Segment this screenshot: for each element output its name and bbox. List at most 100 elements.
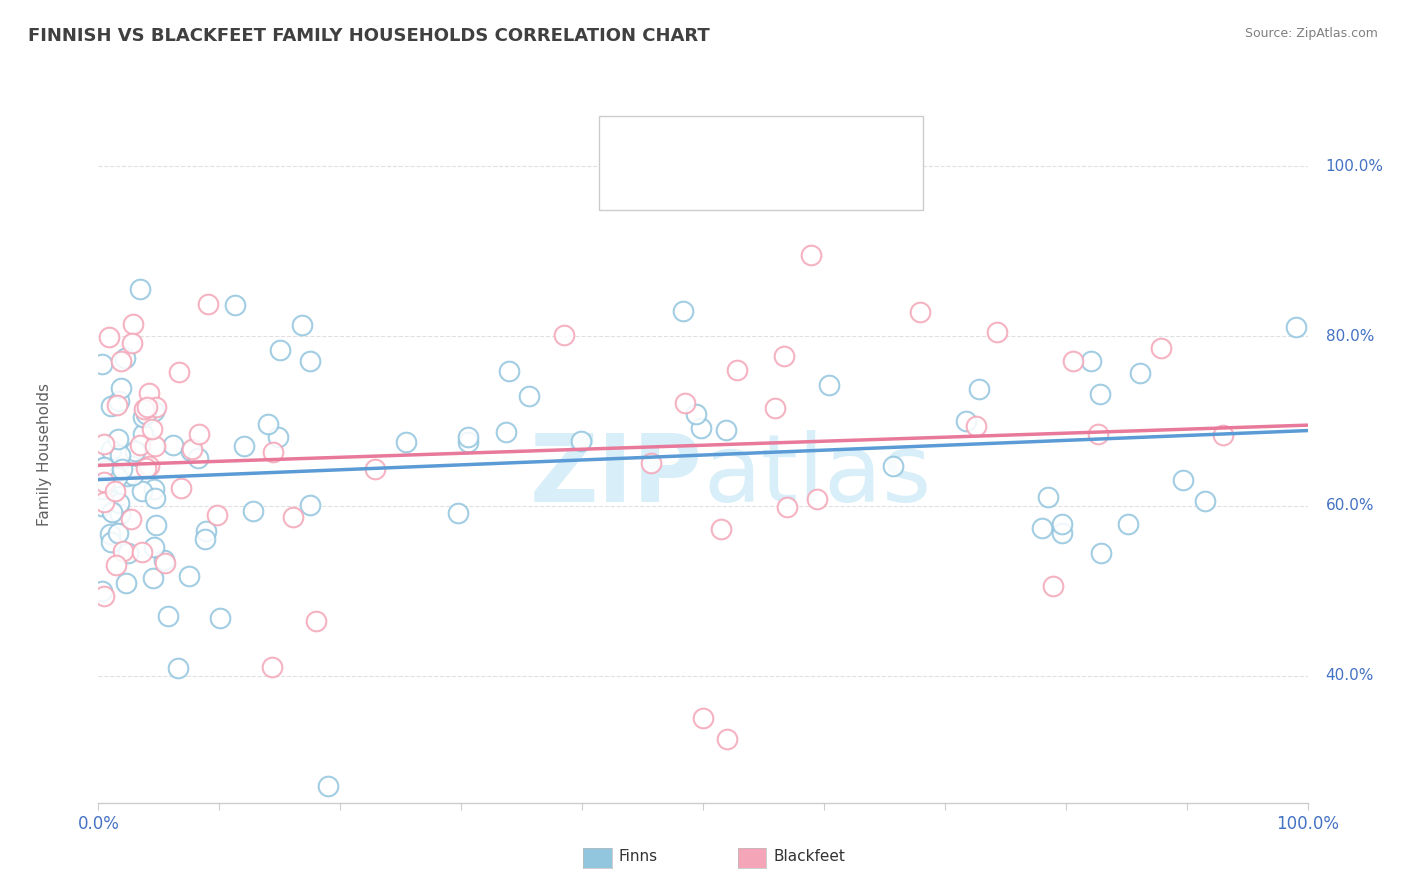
Point (1285, 319, 1308, 334)
Point (772, 349, 794, 363)
Point (716, 732, 738, 747)
Text: Blackfeet: Blackfeet (773, 849, 845, 863)
Point (1087, 426, 1109, 441)
Text: R = 0.306: R = 0.306 (666, 173, 762, 191)
Point (806, 491, 828, 506)
Point (725, 363, 748, 377)
Point (110, 381, 132, 395)
Text: Source: ZipAtlas.com: Source: ZipAtlas.com (1244, 27, 1378, 40)
Point (498, 364, 520, 378)
Point (1129, 366, 1152, 380)
Point (104, 558, 127, 572)
Point (167, 365, 190, 379)
Text: Finns: Finns (619, 849, 658, 863)
Point (112, 544, 135, 558)
Point (180, 444, 202, 458)
Point (145, 400, 167, 414)
Text: ZIP: ZIP (530, 430, 703, 522)
Point (262, 445, 284, 459)
Point (395, 435, 418, 450)
Point (710, 522, 733, 536)
Point (965, 419, 987, 434)
Point (967, 382, 990, 396)
Point (457, 435, 479, 450)
Point (955, 414, 977, 428)
Point (800, 248, 823, 262)
Point (107, 525, 129, 540)
Point (194, 532, 217, 546)
Point (714, 423, 737, 437)
Point (281, 509, 304, 524)
Point (101, 467, 124, 481)
Point (91, 357, 114, 371)
Point (457, 430, 479, 444)
Point (114, 351, 136, 365)
Point (986, 326, 1008, 340)
Point (257, 417, 280, 431)
Point (180, 442, 202, 456)
Point (776, 500, 799, 514)
Point (170, 481, 193, 495)
Point (672, 303, 695, 318)
Point (157, 608, 180, 623)
Point (93, 473, 115, 487)
Point (129, 438, 152, 452)
Point (517, 389, 540, 403)
Point (177, 569, 200, 583)
Point (97, 460, 120, 475)
Point (305, 614, 328, 628)
Point (93, 495, 115, 509)
Point (675, 396, 697, 410)
Point (153, 557, 176, 571)
Point (97, 330, 120, 344)
Point (105, 469, 128, 483)
Point (1080, 354, 1102, 368)
Point (1149, 341, 1171, 355)
Point (134, 460, 156, 475)
Point (141, 422, 163, 436)
Point (689, 420, 711, 434)
Point (97, 490, 120, 504)
Point (298, 354, 321, 368)
Point (117, 546, 139, 560)
Point (818, 378, 841, 392)
Point (93, 475, 115, 489)
Point (1088, 386, 1111, 401)
Point (145, 517, 167, 532)
Point (495, 425, 517, 439)
Point (1031, 521, 1053, 535)
Point (167, 660, 190, 674)
Point (100, 399, 122, 413)
Point (111, 461, 134, 475)
Point (115, 469, 138, 483)
Point (101, 505, 124, 519)
Point (122, 468, 145, 483)
Point (100, 505, 122, 519)
Point (269, 343, 291, 357)
Point (93, 460, 115, 475)
Point (138, 458, 160, 473)
Point (1212, 427, 1234, 442)
Point (208, 611, 231, 625)
Point (1116, 516, 1139, 531)
Point (124, 444, 146, 458)
Point (692, 711, 714, 725)
Point (107, 432, 129, 446)
Point (153, 552, 176, 566)
Point (685, 407, 707, 421)
Point (91, 499, 114, 513)
Text: 100.0%: 100.0% (1326, 159, 1384, 174)
Point (108, 496, 131, 510)
Point (142, 572, 165, 586)
Point (136, 400, 159, 414)
Point (121, 459, 143, 474)
Point (143, 439, 166, 453)
Point (132, 427, 155, 442)
Point (763, 401, 786, 415)
Point (131, 483, 153, 498)
Point (96, 463, 118, 477)
Point (100, 535, 122, 549)
Point (205, 508, 228, 522)
Point (115, 576, 138, 591)
Point (110, 507, 132, 521)
